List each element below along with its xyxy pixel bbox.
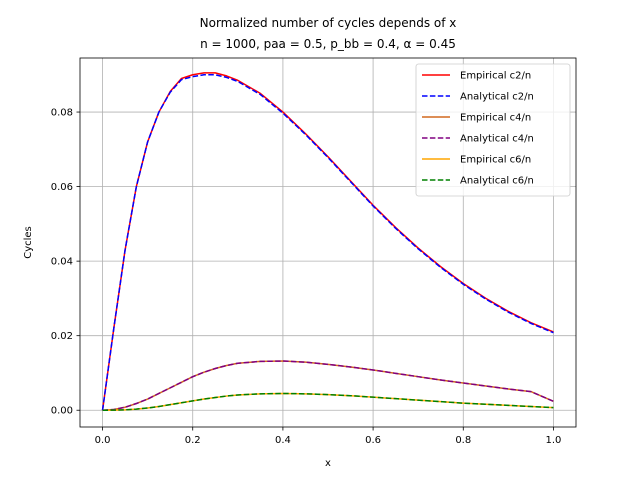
legend-label: Empirical c4/n (460, 113, 531, 124)
x-tick-label: 0.0 (95, 435, 111, 446)
legend-label: Analytical c4/n (460, 134, 534, 145)
chart-title-line1: Normalized number of cycles depends of x (200, 16, 457, 30)
chart-title-line2: n = 1000, paa = 0.5, p_bb = 0.4, α = 0.4… (200, 37, 456, 51)
x-tick-label: 1.0 (546, 435, 562, 446)
series-line-2 (101, 74, 554, 411)
x-tick-label: 0.4 (275, 435, 291, 446)
legend-label: Analytical c6/n (460, 176, 534, 187)
x-tick-label: 0.2 (185, 435, 201, 446)
legend-label: Empirical c6/n (460, 155, 531, 166)
plot-frame (79, 57, 577, 428)
legend-label: Analytical c2/n (460, 92, 534, 103)
x-axis-label: x (325, 458, 331, 469)
legend-label: Empirical c2/n (460, 71, 531, 82)
y-tick-label: 0.08 (51, 108, 73, 119)
legend: Empirical c2/n Analytical c2/n Empirical c… (415, 63, 571, 197)
y-tick-label: 0.04 (51, 257, 73, 268)
y-tick-label: 0.06 (51, 182, 73, 193)
y-axis-ticks: 0.00 0.02 0.04 0.06 0.08 (51, 108, 80, 417)
series-line-6 (102, 392, 554, 411)
x-axis-ticks: 0.0 0.2 0.4 0.6 0.8 1.0 (95, 427, 562, 446)
x-tick-label: 0.6 (365, 435, 381, 446)
series-line-4 (102, 360, 554, 411)
y-tick-label: 0.02 (51, 331, 73, 342)
series-group (101, 72, 554, 411)
y-tick-label: 0.00 (51, 406, 73, 417)
y-axis-label: Cycles (23, 226, 34, 259)
x-tick-label: 0.8 (455, 435, 471, 446)
legend-box (415, 63, 571, 197)
